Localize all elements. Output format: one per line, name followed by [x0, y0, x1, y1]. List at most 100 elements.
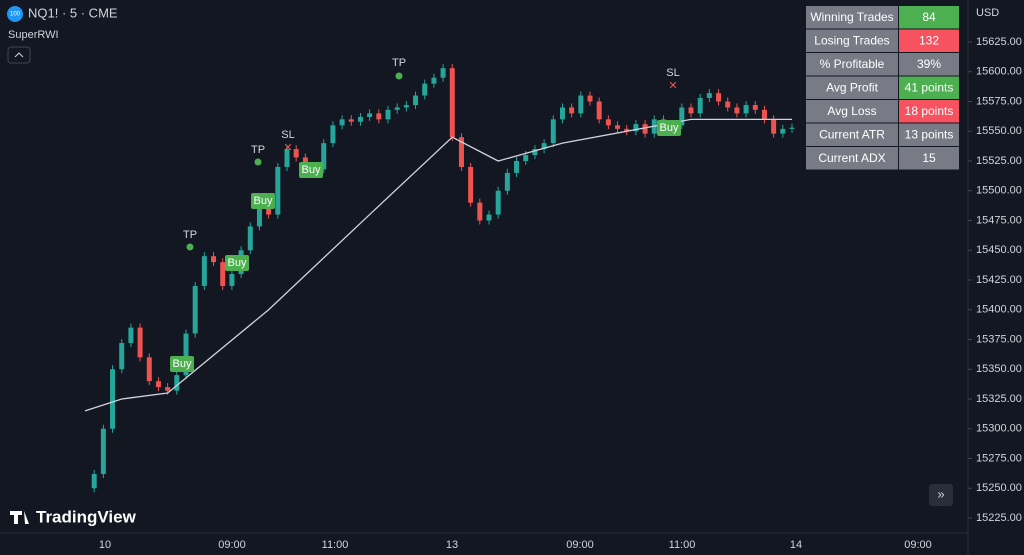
tp-label: TP [251, 144, 265, 156]
logo [10, 511, 31, 524]
candle [165, 387, 171, 391]
candle [734, 107, 740, 114]
buy-label: Buy [660, 122, 679, 134]
candle [394, 107, 400, 110]
candle [440, 68, 446, 78]
candle [624, 128, 630, 132]
sl-x: ✕ [668, 80, 677, 92]
time-label: 09:00 [218, 539, 246, 551]
candle [155, 381, 161, 388]
candle [128, 327, 134, 344]
indicator-name[interactable]: SuperRWI [8, 29, 59, 41]
stat-label: Avg Profit [826, 80, 878, 94]
candle [174, 375, 180, 391]
candle [220, 262, 226, 286]
stat-value-cell [899, 123, 959, 146]
buy-box [299, 162, 323, 178]
candle [596, 101, 602, 120]
candle [477, 202, 483, 221]
candle [771, 119, 777, 134]
signals: Buy Buy Buy Buy Buy TP TP TP SL✕ SL✕ [170, 57, 681, 372]
stat-label: Winning Trades [810, 10, 893, 24]
candle [504, 172, 510, 191]
buy-box [170, 356, 194, 372]
buy-box [225, 255, 249, 271]
y-tick-label: 15275.00 [976, 452, 1022, 464]
symbol[interactable]: NQ1! · 5 · CME [28, 5, 118, 20]
candle [688, 107, 694, 114]
candle [146, 357, 152, 382]
candle [348, 119, 354, 122]
stat-value-cell [899, 53, 959, 76]
stat-value-cell [899, 100, 959, 123]
candle [633, 124, 639, 132]
tp-label: TP [183, 229, 197, 241]
stat-label: % Profitable [820, 57, 885, 71]
stat-value-cell [899, 6, 959, 29]
candle [578, 95, 584, 114]
scroll-button[interactable] [929, 484, 953, 506]
candle [183, 333, 189, 376]
stat-value: 41 points [905, 80, 954, 94]
candle [284, 149, 290, 167]
y-tick-label: 15525.00 [976, 155, 1022, 167]
candle [458, 137, 464, 167]
candle [91, 473, 97, 489]
candle [486, 214, 492, 221]
candle [385, 109, 391, 120]
brand: TradingView [36, 507, 137, 526]
buy-label: Buy [228, 257, 247, 269]
stat-label-cell [806, 147, 898, 170]
stat-value: 84 [922, 10, 936, 24]
candle [532, 149, 538, 156]
candle [339, 119, 345, 126]
time-label: 13 [446, 539, 458, 551]
candle [541, 143, 547, 150]
stat-label: Losing Trades [814, 33, 889, 47]
candle [431, 77, 437, 84]
candle [679, 107, 685, 126]
stat-value-cell [899, 29, 959, 52]
stat-value: 39% [917, 57, 941, 71]
stats-table: Winning Trades 84 Losing Trades 132 % Profit… [806, 6, 959, 170]
candle [789, 127, 795, 129]
stat-value: 13 points [905, 127, 954, 141]
candle [559, 107, 565, 120]
buy-label: Buy [302, 164, 321, 176]
tp-dot [254, 158, 262, 166]
candle [403, 105, 409, 108]
currency[interactable]: USD [976, 7, 999, 19]
stat-value: 15 [922, 151, 936, 165]
y-tick-label: 15325.00 [976, 393, 1022, 405]
candle [642, 124, 648, 134]
y-tick-label: 15350.00 [976, 363, 1022, 375]
time-label: 11:00 [669, 539, 696, 551]
collapse-button[interactable] [7, 46, 31, 64]
stat-label-cell [806, 100, 898, 123]
candle [495, 190, 501, 215]
candle [256, 202, 262, 227]
symbol-badge [7, 6, 23, 22]
stat-label-cell [806, 123, 898, 146]
chevron-icon [14, 52, 24, 58]
y-tick-label: 15550.00 [976, 125, 1022, 137]
candle [706, 93, 712, 98]
stat-label-cell [806, 76, 898, 99]
logo-mark [10, 511, 31, 524]
y-tick-label: 15250.00 [976, 482, 1022, 494]
candle [192, 285, 198, 334]
candle [330, 125, 336, 144]
candle [449, 68, 455, 138]
sl-label: SL [666, 67, 679, 79]
candle [523, 155, 529, 161]
candle [780, 128, 786, 134]
candle [321, 143, 327, 170]
time-label: 11:00 [322, 539, 349, 551]
candle [413, 95, 419, 106]
stat-label: Current ADX [818, 151, 885, 165]
stat-label: Avg Loss [827, 104, 876, 118]
candle [550, 119, 556, 144]
buy-box [657, 120, 681, 136]
sl-label: SL [281, 129, 294, 141]
buy-label: Buy [254, 195, 273, 207]
